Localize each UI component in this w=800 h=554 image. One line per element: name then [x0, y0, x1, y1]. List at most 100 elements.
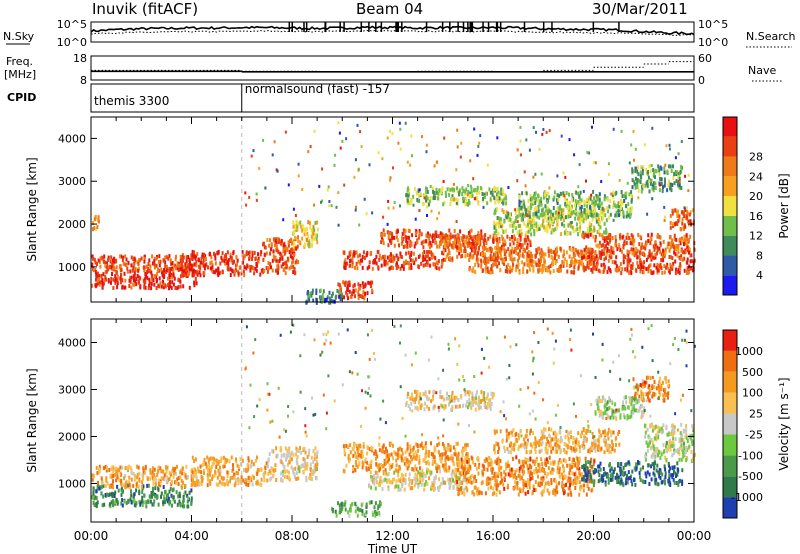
power-cell [647, 255, 650, 260]
power-cell [511, 246, 514, 251]
power-sparse-cell [255, 198, 258, 202]
velocity-cell [455, 468, 458, 473]
power-cell [315, 291, 318, 295]
power-cell [143, 285, 146, 290]
power-cell [577, 266, 580, 271]
velocity-cell [462, 447, 465, 452]
velocity-cell [224, 457, 227, 462]
power-cell [438, 188, 441, 193]
power-cell [572, 210, 575, 214]
power-cell [627, 253, 630, 258]
power-cell [616, 247, 619, 252]
velocity-cell [104, 464, 107, 469]
power-cell [590, 261, 593, 266]
power-cell [509, 269, 512, 274]
power-cell [408, 229, 411, 233]
power-cell [149, 268, 152, 273]
power-cell [172, 273, 175, 278]
power-cell [678, 176, 681, 181]
power-cell [301, 236, 304, 241]
power-cell [452, 234, 454, 239]
power-cell [540, 196, 543, 201]
power-cell [395, 230, 398, 235]
power-cell [511, 258, 514, 263]
power-cell [678, 185, 681, 190]
power-cell [91, 254, 94, 259]
velocity-cell [251, 474, 254, 479]
power-cell [574, 258, 576, 263]
power-cell [537, 227, 540, 232]
velocity-cell [196, 466, 199, 471]
power-cell [672, 176, 675, 181]
velocity-cell [427, 453, 430, 458]
velocity-cell [256, 455, 258, 460]
power-sparse-cell [353, 175, 356, 179]
power-colorbar-swatch [723, 156, 737, 177]
velocity-cell [153, 473, 156, 477]
velocity-cell [407, 459, 410, 464]
power-cell [570, 270, 573, 275]
velocity-cell [394, 468, 397, 473]
power-cell [584, 257, 587, 261]
power-cell [607, 258, 610, 263]
power-cell [477, 251, 479, 256]
velocity-cell [338, 503, 341, 508]
power-cell [533, 232, 536, 237]
power-cell [605, 252, 608, 257]
power-cell [663, 166, 666, 171]
velocity-cell [446, 454, 449, 459]
power-cell [676, 211, 679, 216]
power-cell [190, 256, 193, 261]
power-cell [99, 256, 102, 261]
power-cell [203, 252, 206, 257]
power-cell [603, 197, 606, 202]
power-cell [662, 185, 664, 190]
power-cell [349, 259, 351, 263]
velocity-cell [121, 503, 124, 508]
power-sparse-cell [354, 158, 357, 162]
power-cell [577, 200, 580, 205]
velocity-cell [285, 454, 288, 459]
power-cell [516, 237, 519, 242]
velocity-cell [370, 446, 373, 451]
velocity-cell [449, 480, 452, 485]
power-cell [687, 219, 690, 224]
velocity-cell [138, 499, 141, 504]
power-cell [119, 268, 122, 273]
power-cell [537, 246, 540, 251]
power-sparse-cell [409, 163, 412, 167]
velocity-cell [411, 479, 414, 484]
power-cell [294, 235, 297, 240]
velocity-cell [368, 464, 371, 468]
power-cell [600, 252, 603, 257]
power-cell [598, 213, 601, 218]
power-cell [570, 224, 573, 229]
power-cell [428, 236, 431, 241]
power-cell [485, 247, 488, 252]
power-cell [592, 189, 595, 194]
velocity-cell [150, 491, 153, 495]
power-cell [492, 238, 495, 243]
power-cell [170, 285, 173, 290]
power-cell [280, 264, 283, 269]
power-cell [91, 262, 94, 267]
velocity-cell [260, 467, 263, 472]
power-cell [110, 255, 113, 260]
power-cell [495, 256, 497, 261]
power-cell [249, 250, 251, 255]
power-cell [145, 264, 148, 269]
velocity-cell [141, 480, 144, 485]
power-cell [280, 241, 283, 246]
power-cell [579, 225, 582, 230]
power-cell [160, 267, 163, 272]
power-cell [151, 273, 154, 278]
power-cell [529, 241, 532, 246]
velocity-cell [511, 473, 513, 478]
velocity-cell [408, 452, 411, 457]
velocity-cell [383, 450, 386, 455]
power-cell [302, 227, 305, 232]
power-cell [510, 268, 513, 273]
power-cell [150, 270, 153, 275]
velocity-cell [206, 472, 209, 477]
